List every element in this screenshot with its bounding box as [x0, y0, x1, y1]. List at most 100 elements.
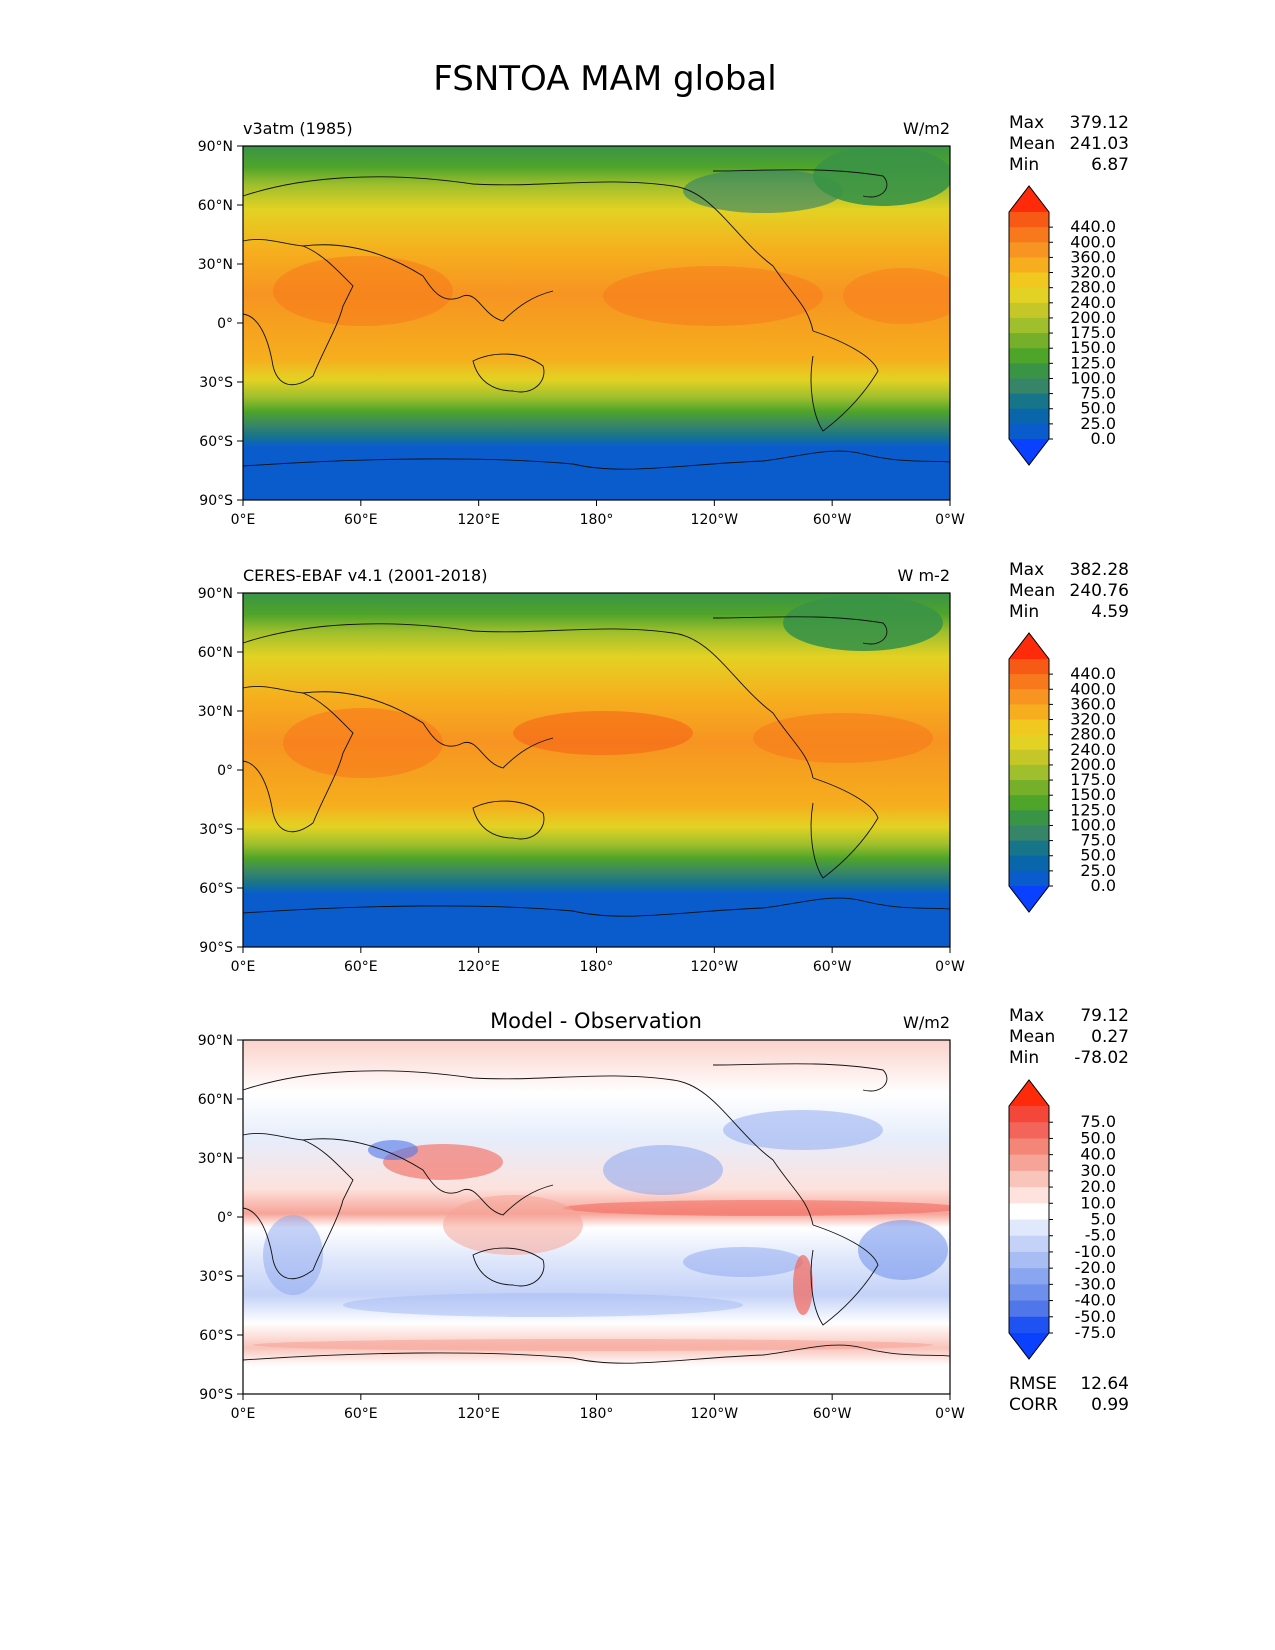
- colorbar-segment: [1009, 704, 1049, 721]
- panel-units: W/m2: [903, 1013, 950, 1032]
- field-blob: [563, 1200, 950, 1216]
- colorbar-segment: [1009, 317, 1049, 334]
- figure-title: FSNTOA MAM global: [433, 59, 776, 99]
- stat-label: Min: [1009, 155, 1039, 175]
- colorbar-segment: [1009, 780, 1049, 796]
- longitude-axis: 0°E 60°E 120°E 180° 120°W 60°W 0°W: [231, 500, 965, 528]
- colorbar-segment: [1009, 749, 1049, 766]
- lon-tick-label: 120°W: [691, 1406, 739, 1422]
- colorbar-level-label: 75.0: [1080, 831, 1116, 850]
- lon-tick-label: 180°: [580, 959, 614, 975]
- colorbar-segment: [1009, 1284, 1049, 1302]
- colorbar-segment: [1009, 1106, 1049, 1123]
- colorbar-level-label: -5.0: [1085, 1226, 1116, 1245]
- field-blob: [343, 1293, 743, 1317]
- field-blob: [368, 1140, 418, 1160]
- panel-subtitle-left: CERES-EBAF v4.1 (2001-2018): [243, 566, 487, 585]
- antarctica-band: [243, 464, 950, 500]
- panel-subtitle-left: v3atm (1985): [243, 119, 353, 138]
- colorbar-level-label: 175.0: [1070, 323, 1116, 342]
- colorbar-level-label: 440.0: [1070, 217, 1116, 236]
- colorbar-segment: [1009, 242, 1049, 258]
- colorbar-level-label: 200.0: [1070, 755, 1116, 774]
- map-field: [243, 1040, 950, 1394]
- colorbar-level-label: -40.0: [1075, 1291, 1116, 1310]
- colorbar-segment: [1009, 348, 1049, 364]
- stat-value: 240.76: [1070, 581, 1129, 601]
- colorbar-segment: [1009, 1203, 1049, 1221]
- colorbar-segment: [1009, 393, 1049, 410]
- lon-tick-label: 60°E: [344, 1406, 378, 1422]
- colorbar-segment: [1009, 1219, 1049, 1237]
- panel-difference: Model - Observation W/m2 90°N 60°N 30°N 0° 3…: [198, 1009, 965, 1422]
- stat-label: Min: [1009, 602, 1039, 622]
- stats-block-observation: Max 382.28 Mean 240.76 Min 4.59: [1009, 560, 1129, 622]
- field-blob: [793, 1255, 813, 1315]
- colorbar-segment: [1009, 795, 1049, 811]
- colorbar-level-label: 40.0: [1080, 1145, 1116, 1164]
- lon-tick-label: 120°W: [691, 512, 739, 528]
- field-blob: [513, 711, 693, 755]
- lat-tick-label: 90°N: [198, 1033, 233, 1049]
- lat-tick-label: 0°: [217, 763, 233, 779]
- colorbar-segment: [1009, 1268, 1049, 1285]
- lat-tick-label: 60°N: [198, 1092, 233, 1108]
- colorbar-level-label: 240.0: [1070, 740, 1116, 759]
- colorbar-level-label: -10.0: [1075, 1242, 1116, 1261]
- colorbar-level-label: 25.0: [1080, 414, 1116, 433]
- antarctica-band: [243, 911, 950, 947]
- lon-tick-label: 120°E: [457, 1406, 500, 1422]
- colorbar-segment: [1009, 1235, 1049, 1253]
- lat-tick-label: 30°S: [199, 822, 233, 838]
- field-blob: [603, 1145, 723, 1195]
- field-background: [243, 1040, 950, 1394]
- longitude-axis: 0°E 60°E 120°E 180° 120°W 60°W 0°W: [231, 947, 965, 975]
- stat-value: 379.12: [1070, 113, 1129, 133]
- colorbar-level-label: -50.0: [1075, 1307, 1116, 1326]
- colorbar-extend-max: [1009, 633, 1049, 659]
- lon-tick-label: 0°E: [231, 1406, 256, 1422]
- stat-value: 0.27: [1091, 1027, 1129, 1047]
- colorbar-segment: [1009, 689, 1049, 705]
- colorbar-segment: [1009, 408, 1049, 425]
- colorbar-level-label: -30.0: [1075, 1274, 1116, 1293]
- colorbar-segment: [1009, 1170, 1049, 1188]
- colorbar-segment: [1009, 423, 1049, 440]
- stat-value: 6.87: [1091, 155, 1129, 175]
- colorbar-level-label: 150.0: [1070, 785, 1116, 804]
- coastlines: [242, 616, 951, 917]
- colorbar-level-label: 125.0: [1070, 353, 1116, 372]
- latitude-axis: 90°N 60°N 30°N 0° 30°S 60°S 90°S: [198, 1033, 243, 1403]
- field-blob: [723, 1110, 883, 1150]
- colorbar-level-label: 0.0: [1091, 429, 1116, 448]
- lat-tick-label: 90°S: [199, 1387, 233, 1403]
- colorbar-level-label: 440.0: [1070, 664, 1116, 683]
- colorbar-level-label: 50.0: [1080, 1128, 1116, 1147]
- colorbar-level-label: 10.0: [1080, 1193, 1116, 1212]
- stat-label: Max: [1009, 113, 1044, 133]
- lat-tick-label: 0°: [217, 316, 233, 332]
- colorbar-level-label: 240.0: [1070, 293, 1116, 312]
- stat-value: -78.02: [1074, 1048, 1129, 1068]
- colorbar-level-label: -20.0: [1075, 1258, 1116, 1277]
- stat-label: Max: [1009, 560, 1044, 580]
- colorbar-extend-min: [1009, 886, 1049, 912]
- field-blob: [683, 1247, 803, 1277]
- field-blob: [273, 256, 453, 326]
- colorbar-difference: 75.050.040.030.020.010.05.0-5.0-10.0-20.…: [1008, 1079, 1116, 1360]
- lon-tick-label: 0°W: [935, 1406, 965, 1422]
- latitude-axis: 90°N 60°N 30°N 0° 30°S 60°S 90°S: [198, 139, 243, 509]
- lat-tick-label: 90°N: [198, 586, 233, 602]
- colorbar-segment: [1009, 659, 1049, 675]
- panel-model: v3atm (1985) W/m2 90°N 60°N 30°N 0° 30°S 60°S…: [198, 119, 965, 528]
- colorbar-extend-min: [1009, 1333, 1049, 1359]
- stat-value: 79.12: [1080, 1006, 1129, 1026]
- lon-tick-label: 0°E: [231, 512, 256, 528]
- lat-tick-label: 90°N: [198, 139, 233, 155]
- colorbar-segment: [1009, 212, 1049, 228]
- lon-tick-label: 0°E: [231, 959, 256, 975]
- colorbar-level-label: 280.0: [1070, 278, 1116, 297]
- colorbar-level-label: 360.0: [1070, 247, 1116, 266]
- colorbar-segment: [1009, 674, 1049, 690]
- colorbar-level-label: 30.0: [1080, 1161, 1116, 1180]
